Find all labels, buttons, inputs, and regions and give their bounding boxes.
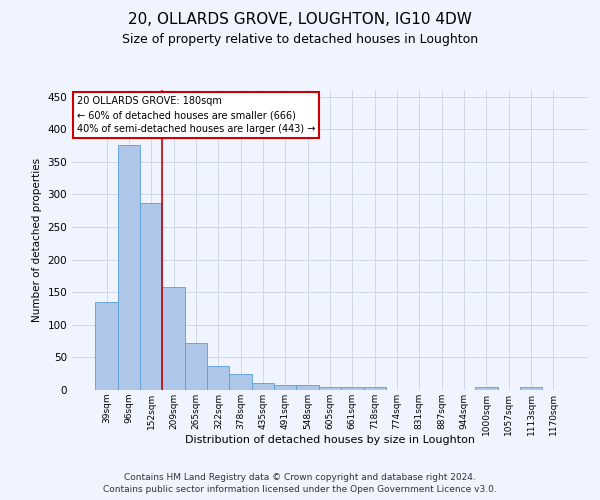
Bar <box>118 146 140 390</box>
Bar <box>252 384 274 390</box>
Bar <box>364 388 386 390</box>
Text: Contains HM Land Registry data © Crown copyright and database right 2024.: Contains HM Land Registry data © Crown c… <box>124 472 476 482</box>
Bar <box>274 385 296 390</box>
Bar <box>229 374 252 390</box>
Y-axis label: Number of detached properties: Number of detached properties <box>32 158 42 322</box>
Bar <box>95 302 118 390</box>
Bar <box>520 388 542 390</box>
Text: Distribution of detached houses by size in Loughton: Distribution of detached houses by size … <box>185 435 475 445</box>
Text: Contains public sector information licensed under the Open Government Licence v3: Contains public sector information licen… <box>103 485 497 494</box>
Bar <box>163 287 185 390</box>
Bar <box>296 386 319 390</box>
Bar <box>185 343 207 390</box>
Bar <box>140 204 163 390</box>
Bar <box>319 386 341 390</box>
Bar <box>341 388 364 390</box>
Text: 20 OLLARDS GROVE: 180sqm
← 60% of detached houses are smaller (666)
40% of semi-: 20 OLLARDS GROVE: 180sqm ← 60% of detach… <box>77 96 316 134</box>
Text: 20, OLLARDS GROVE, LOUGHTON, IG10 4DW: 20, OLLARDS GROVE, LOUGHTON, IG10 4DW <box>128 12 472 28</box>
Bar <box>475 388 497 390</box>
Bar <box>207 366 229 390</box>
Text: Size of property relative to detached houses in Loughton: Size of property relative to detached ho… <box>122 32 478 46</box>
